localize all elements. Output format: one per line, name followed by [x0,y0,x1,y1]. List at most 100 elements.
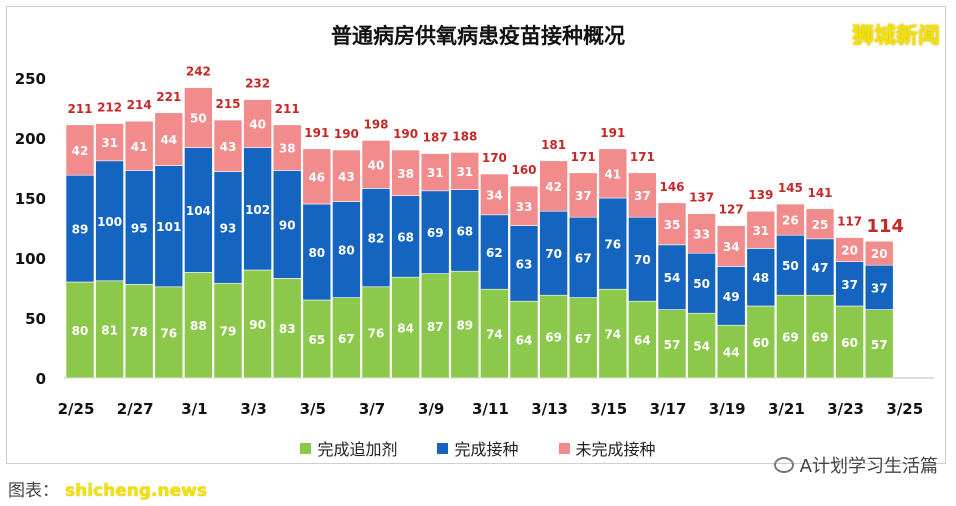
bar-segment-booster [420,273,450,379]
data-label-unvaccinated: 46 [308,170,325,184]
data-label-full: 90 [279,218,296,232]
bar-segment-full [95,160,124,282]
bar-segment-booster [450,270,480,379]
data-label-booster: 54 [693,340,710,354]
bar-segment-full [568,216,598,298]
data-label-unvaccinated: 35 [664,218,681,232]
footer-source: 图表： shicheng.news [8,476,207,501]
data-label-unvaccinated: 20 [871,247,888,261]
bar-segment-unvaccinated [509,185,539,226]
y-tick-label: 0 [36,370,46,388]
data-label-full: 48 [752,271,769,285]
total-label: 146 [659,180,684,194]
data-label-booster: 89 [456,319,473,333]
total-label: 198 [363,117,388,131]
data-label-unvaccinated: 37 [575,189,592,203]
total-label: 190 [334,127,359,141]
total-label: 170 [482,151,507,165]
data-label-booster: 79 [220,325,237,339]
bar-segment-full [539,210,568,296]
bar-segment-full [65,174,95,283]
data-label-booster: 80 [72,324,89,338]
bar-segment-unvaccinated [184,87,213,148]
legend-item-booster: 完成追加剂 [300,436,397,460]
bar-segment-booster [539,294,568,379]
data-label-full: 37 [841,278,858,292]
total-label: 215 [215,97,240,111]
data-label-full: 93 [220,221,237,235]
data-label-full: 47 [812,261,829,275]
bar-segment-full [154,165,184,288]
total-label: 145 [778,181,803,195]
bar-segment-full [864,264,894,310]
total-label: 181 [541,138,566,152]
data-label-booster: 67 [338,332,355,346]
x-tick-label: 2/25 [58,400,95,418]
data-label-unvaccinated: 50 [190,112,207,126]
data-label-unvaccinated: 38 [279,142,296,156]
bar-segment-unvaccinated [124,120,154,171]
y-tick-label: 50 [25,310,46,328]
data-label-booster: 69 [782,331,799,345]
data-label-full: 82 [368,232,385,246]
total-label: 127 [719,203,744,217]
data-label-booster: 57 [664,338,681,352]
bar-segment-full [628,216,657,302]
bar-segment-booster [391,276,420,379]
x-tick-label: 3/21 [768,400,805,418]
footer-watermark: shicheng.news [65,481,207,501]
data-label-full: 37 [871,281,888,295]
bar-segment-unvaccinated [243,99,272,148]
bar-segment-booster [154,286,184,379]
y-tick-label: 200 [15,130,46,148]
bar-segment-full [835,261,864,307]
data-label-unvaccinated: 20 [841,244,858,258]
total-label: 139 [748,188,773,202]
data-label-booster: 87 [427,320,444,334]
bar-segment-booster [361,286,391,379]
bar-segment-full [687,252,716,314]
data-label-booster: 67 [575,332,592,346]
data-label-unvaccinated: 40 [368,158,385,172]
bar-segment-unvaccinated [272,124,302,171]
total-label: 214 [127,98,152,112]
data-label-booster: 83 [279,322,296,336]
data-label-unvaccinated: 31 [101,136,118,150]
total-label: 221 [156,90,181,104]
data-label-full: 102 [245,203,270,217]
data-label-full: 70 [634,253,651,267]
bar-segment-full [598,197,628,290]
bar-segment-unvaccinated [154,112,184,166]
x-tick-label: 2/27 [117,400,154,418]
bar-segment-unvaccinated [450,152,480,190]
total-label: 191 [600,126,625,140]
bar-segment-booster [243,269,272,379]
bar-segment-booster [95,280,124,379]
legend-swatch-unvaccinated [558,442,570,454]
data-label-booster: 78 [131,325,148,339]
data-label-unvaccinated: 43 [338,170,355,184]
data-label-booster: 90 [249,318,266,332]
bar-segment-booster [124,284,154,379]
total-label: 117 [837,215,862,229]
bar-segment-full [657,244,687,310]
total-label: 232 [245,77,270,91]
data-label-booster: 44 [723,346,740,360]
bar-segment-unvaccinated [302,148,332,205]
data-label-unvaccinated: 37 [634,189,651,203]
legend-swatch-full [437,442,449,454]
bar-segment-full [243,147,272,271]
bar-segment-unvaccinated [864,240,894,266]
data-label-full: 54 [664,271,681,285]
data-label-unvaccinated: 31 [427,166,444,180]
data-label-full: 100 [97,215,122,229]
footer-source-label: 图表： [8,481,59,501]
bar-segment-full [391,195,420,278]
data-label-unvaccinated: 33 [693,227,710,241]
data-label-full: 80 [308,246,325,260]
bar-segment-full [509,225,539,302]
data-label-booster: 69 [812,331,829,345]
data-label-full: 50 [693,277,710,291]
bar-segment-full [776,234,805,296]
